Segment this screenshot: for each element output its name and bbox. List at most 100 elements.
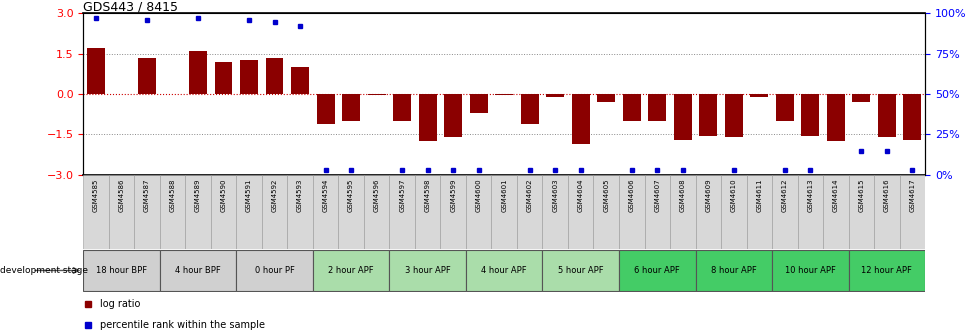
Text: GSM4610: GSM4610 — [730, 178, 736, 212]
Bar — [469, 94, 487, 113]
Text: GSM4602: GSM4602 — [526, 178, 532, 212]
Bar — [83, 175, 109, 249]
Bar — [571, 94, 589, 144]
Bar — [776, 94, 793, 121]
Text: 10 hour APF: 10 hour APF — [784, 266, 835, 275]
Bar — [189, 51, 206, 94]
Bar — [801, 94, 819, 136]
Bar — [542, 175, 567, 249]
Bar — [597, 94, 614, 102]
Text: GSM4594: GSM4594 — [323, 178, 329, 212]
Bar — [159, 250, 236, 291]
Bar — [368, 94, 385, 95]
Bar — [87, 48, 105, 94]
Bar — [440, 175, 466, 249]
Bar — [83, 250, 159, 291]
Text: GSM4593: GSM4593 — [296, 178, 303, 212]
Bar — [903, 94, 920, 140]
Text: log ratio: log ratio — [100, 299, 141, 309]
Bar — [546, 94, 563, 97]
Bar — [185, 175, 210, 249]
Text: GSM4606: GSM4606 — [628, 178, 634, 212]
Bar — [848, 175, 873, 249]
Text: GSM4612: GSM4612 — [781, 178, 787, 212]
Bar — [746, 175, 772, 249]
Bar — [877, 94, 895, 137]
Text: GSM4614: GSM4614 — [832, 178, 838, 212]
Bar — [316, 94, 334, 124]
Text: GSM4601: GSM4601 — [501, 178, 507, 212]
Text: GDS443 / 8415: GDS443 / 8415 — [83, 0, 178, 13]
Text: GSM4616: GSM4616 — [883, 178, 889, 212]
Text: GSM4587: GSM4587 — [144, 178, 150, 212]
Text: GSM4609: GSM4609 — [704, 178, 711, 212]
Text: 3 hour APF: 3 hour APF — [404, 266, 450, 275]
Text: GSM4603: GSM4603 — [552, 178, 557, 212]
Bar — [542, 250, 618, 291]
Bar — [389, 175, 415, 249]
Bar — [826, 94, 844, 141]
Bar — [673, 94, 691, 140]
Text: 2 hour APF: 2 hour APF — [328, 266, 374, 275]
Bar — [393, 94, 411, 121]
Text: GSM4595: GSM4595 — [348, 178, 354, 212]
Bar — [444, 94, 462, 137]
Text: 0 hour PF: 0 hour PF — [254, 266, 294, 275]
Bar — [214, 62, 232, 94]
Bar — [466, 175, 491, 249]
Text: GSM4607: GSM4607 — [653, 178, 659, 212]
Bar — [772, 250, 848, 291]
Text: percentile rank within the sample: percentile rank within the sample — [100, 320, 265, 330]
Text: GSM4600: GSM4600 — [475, 178, 481, 212]
Text: GSM4617: GSM4617 — [909, 178, 914, 212]
Bar — [618, 250, 694, 291]
Text: GSM4586: GSM4586 — [118, 178, 124, 212]
Bar — [618, 175, 644, 249]
Bar — [495, 94, 512, 95]
Bar — [265, 58, 284, 94]
Bar — [772, 175, 797, 249]
Bar — [822, 175, 848, 249]
Bar — [109, 175, 134, 249]
Text: GSM4596: GSM4596 — [374, 178, 379, 212]
Bar — [516, 175, 542, 249]
Bar — [852, 94, 869, 102]
Bar — [287, 175, 313, 249]
Bar — [698, 94, 717, 136]
Text: GSM4597: GSM4597 — [399, 178, 405, 212]
Bar — [466, 250, 542, 291]
Text: GSM4588: GSM4588 — [169, 178, 175, 212]
Text: GSM4592: GSM4592 — [271, 178, 278, 212]
Bar — [491, 175, 516, 249]
Text: development stage: development stage — [0, 266, 88, 275]
Text: GSM4599: GSM4599 — [450, 178, 456, 212]
Bar — [622, 94, 640, 121]
Text: GSM4615: GSM4615 — [858, 178, 864, 212]
Text: 4 hour APF: 4 hour APF — [481, 266, 526, 275]
Bar — [694, 175, 721, 249]
Bar — [236, 175, 261, 249]
Bar — [338, 175, 364, 249]
Bar — [899, 175, 924, 249]
Bar — [724, 94, 742, 137]
Text: GSM4608: GSM4608 — [679, 178, 685, 212]
Bar — [721, 175, 746, 249]
Bar — [210, 175, 236, 249]
Text: 5 hour APF: 5 hour APF — [557, 266, 602, 275]
Bar — [364, 175, 389, 249]
Text: GSM4598: GSM4598 — [424, 178, 430, 212]
Text: 4 hour BPF: 4 hour BPF — [175, 266, 221, 275]
Bar — [389, 250, 466, 291]
Text: 6 hour APF: 6 hour APF — [634, 266, 680, 275]
Text: GSM4613: GSM4613 — [807, 178, 813, 212]
Bar — [138, 58, 156, 94]
Bar — [669, 175, 694, 249]
Bar — [134, 175, 159, 249]
Bar — [313, 175, 338, 249]
Text: GSM4604: GSM4604 — [577, 178, 583, 212]
Bar — [342, 94, 360, 121]
Bar — [644, 175, 669, 249]
Bar — [797, 175, 822, 249]
Bar — [313, 250, 389, 291]
Text: 18 hour BPF: 18 hour BPF — [96, 266, 147, 275]
